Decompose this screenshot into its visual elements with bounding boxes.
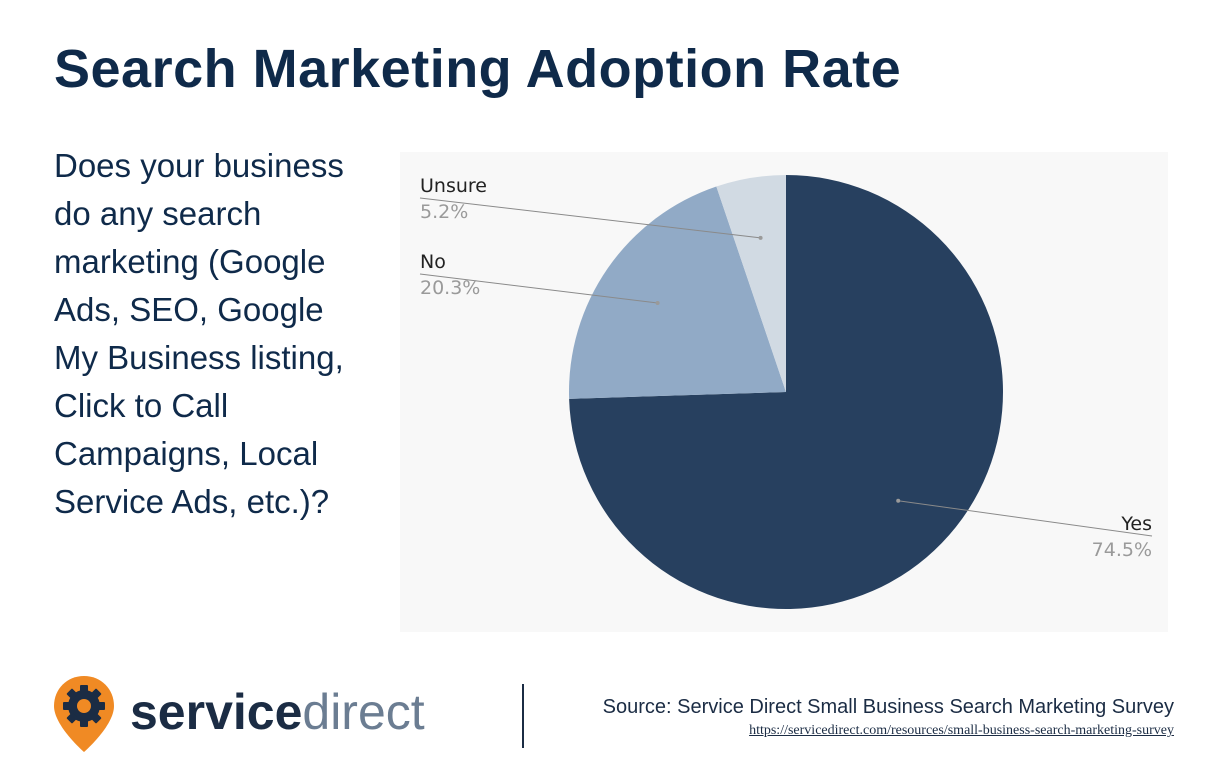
leader-dot-unsure <box>758 235 763 240</box>
footer-divider <box>522 684 524 748</box>
slice-percent-yes: 74.5% <box>1092 539 1152 561</box>
logo-word-direct: direct <box>302 684 425 740</box>
footer: servicedirect Source: Service Direct Sma… <box>0 660 1224 768</box>
pie-slice-no <box>569 186 786 399</box>
pie-chart-panel: Yes 74.5% No 20.3% Unsure 5.2% <box>400 152 1168 632</box>
slice-label-yes: Yes <box>1120 513 1152 535</box>
source-text: Source: Service Direct Small Business Se… <box>602 696 1174 718</box>
source-link[interactable]: https://servicedirect.com/resources/smal… <box>749 723 1174 738</box>
service-direct-logo[interactable]: servicedirect <box>52 674 472 754</box>
pie-slice-yes <box>569 175 1003 609</box>
logo-wordmark: servicedirect <box>130 682 425 742</box>
leader-line-no <box>419 273 658 304</box>
pie-chart: Yes 74.5% No 20.3% Unsure 5.2% <box>419 175 1153 609</box>
leader-line-yes <box>898 500 1153 537</box>
slice-percent-no: 20.3% <box>420 277 480 299</box>
page-title: Search Marketing Adoption Rate <box>54 39 902 99</box>
map-pin-gear-icon <box>54 676 114 752</box>
pie-slice-unsure <box>716 175 786 392</box>
leader-line-unsure <box>419 197 761 239</box>
leader-dot-no <box>655 300 660 305</box>
slice-label-no: No <box>420 251 446 273</box>
leader-dot-yes <box>896 498 901 503</box>
logo-word-service: service <box>130 684 303 740</box>
survey-question: Does your business do any search marketi… <box>54 147 344 520</box>
slice-label-unsure: Unsure <box>420 175 487 197</box>
slice-percent-unsure: 5.2% <box>420 201 468 223</box>
